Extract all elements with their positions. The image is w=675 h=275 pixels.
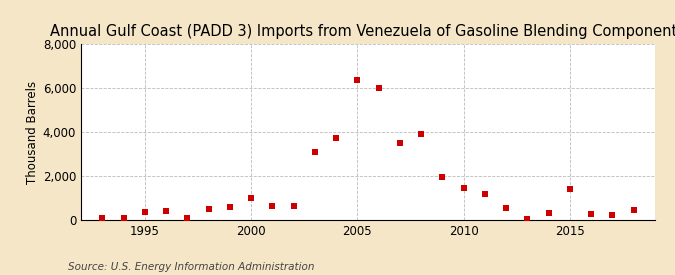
Point xyxy=(458,186,469,190)
Point xyxy=(309,150,320,154)
Point xyxy=(97,216,107,220)
Point xyxy=(246,196,256,200)
Point xyxy=(352,78,362,82)
Point xyxy=(479,192,490,196)
Point xyxy=(501,206,512,210)
Title: Annual Gulf Coast (PADD 3) Imports from Venezuela of Gasoline Blending Component: Annual Gulf Coast (PADD 3) Imports from … xyxy=(51,24,675,39)
Point xyxy=(416,132,427,136)
Point xyxy=(522,217,533,222)
Point xyxy=(394,141,405,145)
Point xyxy=(628,207,639,212)
Point xyxy=(564,187,575,191)
Point xyxy=(161,209,171,213)
Point xyxy=(331,135,342,140)
Point xyxy=(437,175,448,179)
Point xyxy=(267,204,277,208)
Point xyxy=(607,213,618,217)
Point xyxy=(203,207,214,211)
Point xyxy=(182,216,192,220)
Point xyxy=(373,86,384,90)
Point xyxy=(288,204,299,208)
Y-axis label: Thousand Barrels: Thousand Barrels xyxy=(26,80,38,184)
Point xyxy=(118,216,129,221)
Point xyxy=(543,211,554,216)
Point xyxy=(224,205,235,210)
Point xyxy=(139,210,150,214)
Point xyxy=(586,212,597,217)
Text: Source: U.S. Energy Information Administration: Source: U.S. Energy Information Administ… xyxy=(68,262,314,272)
